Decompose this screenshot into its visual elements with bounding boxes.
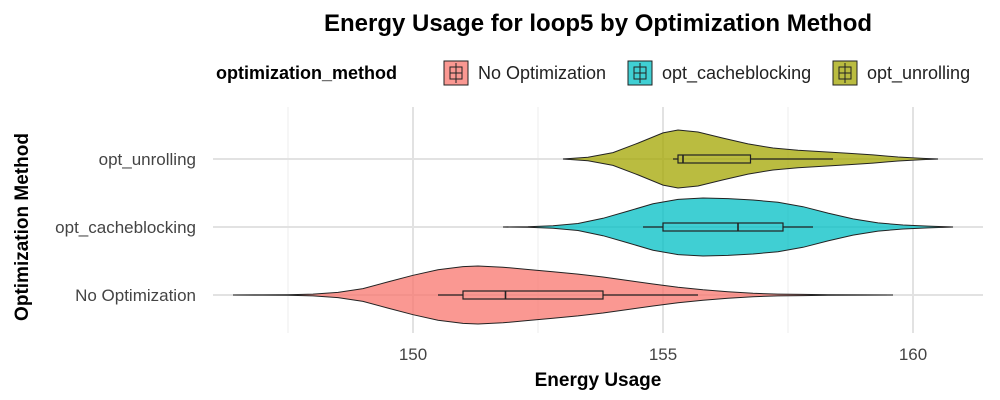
x-axis-title: Energy Usage: [535, 370, 662, 391]
boxplot-opt-cacheblocking: [643, 222, 813, 232]
boxplot-opt-unrolling: [673, 154, 833, 164]
y-tick-label: No Optimization: [75, 286, 196, 305]
legend-label: opt_cacheblocking: [662, 63, 811, 84]
boxplots: [438, 154, 833, 300]
x-tick-label: 160: [899, 345, 927, 364]
box-iqr: [462, 290, 604, 300]
legend-label: No Optimization: [478, 63, 606, 83]
legend-key: [832, 60, 858, 86]
x-tick-label: 155: [649, 345, 677, 364]
violin-no-optimization: [232, 265, 894, 325]
legend-key: [443, 60, 469, 86]
legend-item-no-optimization: No Optimization: [443, 60, 606, 86]
y-tick-label: opt_unrolling: [99, 150, 196, 169]
y-axis-title: Optimization Method: [12, 133, 33, 321]
legend-item-opt-cacheblocking: opt_cacheblocking: [627, 60, 811, 86]
legend-title: optimization_method: [216, 63, 397, 83]
y-axis-ticks: No Optimization opt_cacheblocking opt_unro…: [55, 150, 196, 305]
legend-item-opt-unrolling: opt_unrolling: [832, 60, 970, 86]
legend-label: opt_unrolling: [867, 63, 970, 84]
x-tick-label: 150: [399, 345, 427, 364]
violin-opt-cacheblocking: [502, 197, 954, 257]
chart-title: Energy Usage for loop5 by Optimization M…: [324, 10, 872, 37]
boxplot-no-optimization: [438, 290, 698, 300]
legend: optimization_method No Optimization opt_c…: [216, 60, 970, 86]
box-iqr: [662, 222, 784, 232]
box-iqr: [677, 154, 752, 164]
x-axis-ticks: 150 155 160: [399, 345, 927, 364]
y-tick-label: opt_cacheblocking: [55, 218, 196, 237]
legend-key: [627, 60, 653, 86]
